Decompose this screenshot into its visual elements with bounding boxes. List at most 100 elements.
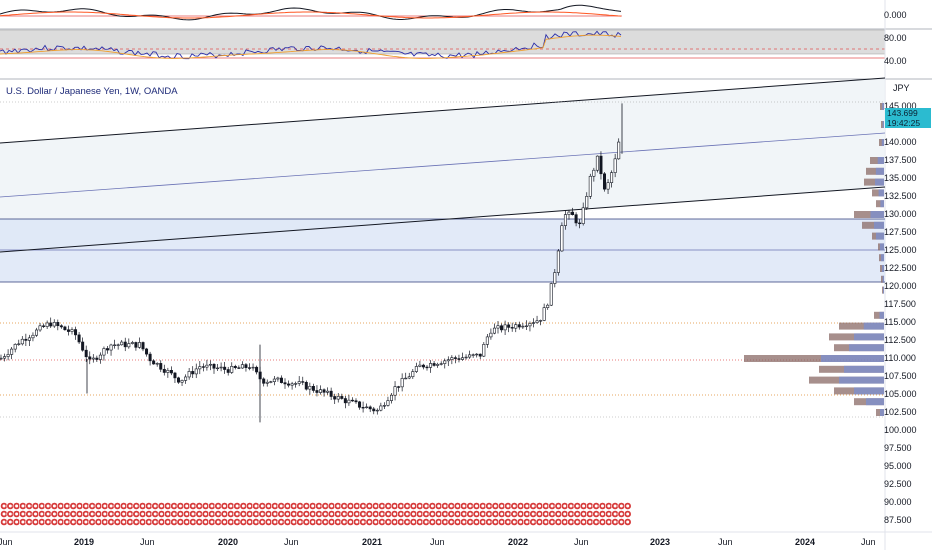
economic-event-flag-icon[interactable] xyxy=(69,518,78,526)
economic-event-flag-icon[interactable] xyxy=(579,518,588,526)
economic-event-flag-icon[interactable] xyxy=(554,502,563,510)
economic-event-flag-icon[interactable] xyxy=(289,518,298,526)
economic-event-flag-icon[interactable] xyxy=(447,502,456,510)
economic-event-flag-icon[interactable] xyxy=(88,518,97,526)
economic-event-flag-icon[interactable] xyxy=(378,502,386,510)
economic-event-flag-icon[interactable] xyxy=(434,502,443,510)
economic-event-flag-icon[interactable] xyxy=(302,502,311,510)
economic-event-flag-icon[interactable] xyxy=(283,518,292,526)
economic-event-flag-icon[interactable] xyxy=(586,510,594,518)
economic-event-flag-icon[interactable] xyxy=(289,502,298,510)
economic-event-flag-icon[interactable] xyxy=(226,502,235,510)
economic-event-flag-icon[interactable] xyxy=(491,502,500,510)
economic-event-flag-icon[interactable] xyxy=(151,510,160,518)
economic-event-flag-icon[interactable] xyxy=(100,518,109,526)
economic-event-flag-icon[interactable] xyxy=(233,502,241,510)
economic-event-flag-icon[interactable] xyxy=(163,510,172,518)
economic-event-flag-icon[interactable] xyxy=(170,518,178,526)
economic-event-flag-icon[interactable] xyxy=(189,518,197,526)
economic-event-flag-icon[interactable] xyxy=(485,502,493,510)
economic-event-flag-icon[interactable] xyxy=(226,510,235,518)
economic-event-flag-icon[interactable] xyxy=(12,510,21,518)
economic-event-flag-icon[interactable] xyxy=(523,510,531,518)
economic-event-flag-icon[interactable] xyxy=(163,518,172,526)
economic-event-flag-icon[interactable] xyxy=(264,510,273,518)
economic-event-flag-icon[interactable] xyxy=(340,518,349,526)
economic-event-flag-icon[interactable] xyxy=(359,518,367,526)
economic-event-flag-icon[interactable] xyxy=(182,502,191,510)
economic-event-flag-icon[interactable] xyxy=(207,502,216,510)
economic-event-flag-icon[interactable] xyxy=(31,518,40,526)
economic-event-flag-icon[interactable] xyxy=(25,510,34,518)
economic-event-flag-icon[interactable] xyxy=(333,502,342,510)
economic-event-flag-icon[interactable] xyxy=(201,510,210,518)
economic-event-flag-icon[interactable] xyxy=(422,510,430,518)
economic-event-flag-icon[interactable] xyxy=(157,510,166,518)
economic-event-flag-icon[interactable] xyxy=(277,502,286,510)
economic-event-flag-icon[interactable] xyxy=(592,502,601,510)
economic-event-flag-icon[interactable] xyxy=(157,518,166,526)
economic-event-flag-icon[interactable] xyxy=(415,502,424,510)
economic-event-flag-icon[interactable] xyxy=(239,518,248,526)
economic-event-flag-icon[interactable] xyxy=(623,510,632,518)
economic-event-flag-icon[interactable] xyxy=(384,510,393,518)
economic-event-flag-icon[interactable] xyxy=(63,518,71,526)
event-marker-row[interactable] xyxy=(0,502,632,526)
economic-event-flag-icon[interactable] xyxy=(390,518,399,526)
economic-event-flag-icon[interactable] xyxy=(126,518,134,526)
economic-event-flag-icon[interactable] xyxy=(44,510,52,518)
economic-event-flag-icon[interactable] xyxy=(504,502,512,510)
economic-event-flag-icon[interactable] xyxy=(233,510,241,518)
economic-event-flag-icon[interactable] xyxy=(409,510,418,518)
economic-event-flag-icon[interactable] xyxy=(491,518,500,526)
economic-event-flag-icon[interactable] xyxy=(365,510,374,518)
economic-event-flag-icon[interactable] xyxy=(44,502,52,510)
economic-event-flag-icon[interactable] xyxy=(333,518,342,526)
economic-event-flag-icon[interactable] xyxy=(623,518,632,526)
economic-event-flag-icon[interactable] xyxy=(18,510,27,518)
economic-event-flag-icon[interactable] xyxy=(497,510,506,518)
economic-event-flag-icon[interactable] xyxy=(504,510,512,518)
economic-event-flag-icon[interactable] xyxy=(132,518,141,526)
economic-event-flag-icon[interactable] xyxy=(403,502,412,510)
economic-event-flag-icon[interactable] xyxy=(308,518,317,526)
economic-event-flag-icon[interactable] xyxy=(201,502,210,510)
economic-event-flag-icon[interactable] xyxy=(586,502,594,510)
economic-event-flag-icon[interactable] xyxy=(396,502,405,510)
economic-event-flag-icon[interactable] xyxy=(321,518,330,526)
economic-event-flag-icon[interactable] xyxy=(151,502,160,510)
economic-event-flag-icon[interactable] xyxy=(567,518,575,526)
economic-event-flag-icon[interactable] xyxy=(560,502,569,510)
economic-event-flag-icon[interactable] xyxy=(94,518,103,526)
economic-event-flag-icon[interactable] xyxy=(25,502,34,510)
economic-event-flag-icon[interactable] xyxy=(264,502,273,510)
economic-event-flag-icon[interactable] xyxy=(50,502,59,510)
economic-event-flag-icon[interactable] xyxy=(422,518,430,526)
economic-event-flag-icon[interactable] xyxy=(459,502,468,510)
economic-event-flag-icon[interactable] xyxy=(579,510,588,518)
economic-event-flag-icon[interactable] xyxy=(611,518,619,526)
economic-event-flag-icon[interactable] xyxy=(472,510,481,518)
economic-event-flag-icon[interactable] xyxy=(113,510,122,518)
economic-event-flag-icon[interactable] xyxy=(541,518,550,526)
economic-event-flag-icon[interactable] xyxy=(308,510,317,518)
economic-event-flag-icon[interactable] xyxy=(214,510,223,518)
economic-event-flag-icon[interactable] xyxy=(459,510,468,518)
economic-event-flag-icon[interactable] xyxy=(321,510,330,518)
economic-event-flag-icon[interactable] xyxy=(220,510,229,518)
economic-event-flag-icon[interactable] xyxy=(245,510,254,518)
economic-event-flag-icon[interactable] xyxy=(327,510,336,518)
economic-event-flag-icon[interactable] xyxy=(548,510,556,518)
economic-event-flag-icon[interactable] xyxy=(37,518,46,526)
economic-event-flag-icon[interactable] xyxy=(56,510,65,518)
economic-event-flag-icon[interactable] xyxy=(371,510,380,518)
economic-event-flag-icon[interactable] xyxy=(138,518,147,526)
economic-event-flag-icon[interactable] xyxy=(346,502,355,510)
economic-event-flag-icon[interactable] xyxy=(592,518,601,526)
economic-event-flag-icon[interactable] xyxy=(144,518,153,526)
economic-event-flag-icon[interactable] xyxy=(50,518,59,526)
economic-event-flag-icon[interactable] xyxy=(403,510,412,518)
economic-event-flag-icon[interactable] xyxy=(88,510,97,518)
economic-event-flag-icon[interactable] xyxy=(396,518,405,526)
economic-event-flag-icon[interactable] xyxy=(56,502,65,510)
